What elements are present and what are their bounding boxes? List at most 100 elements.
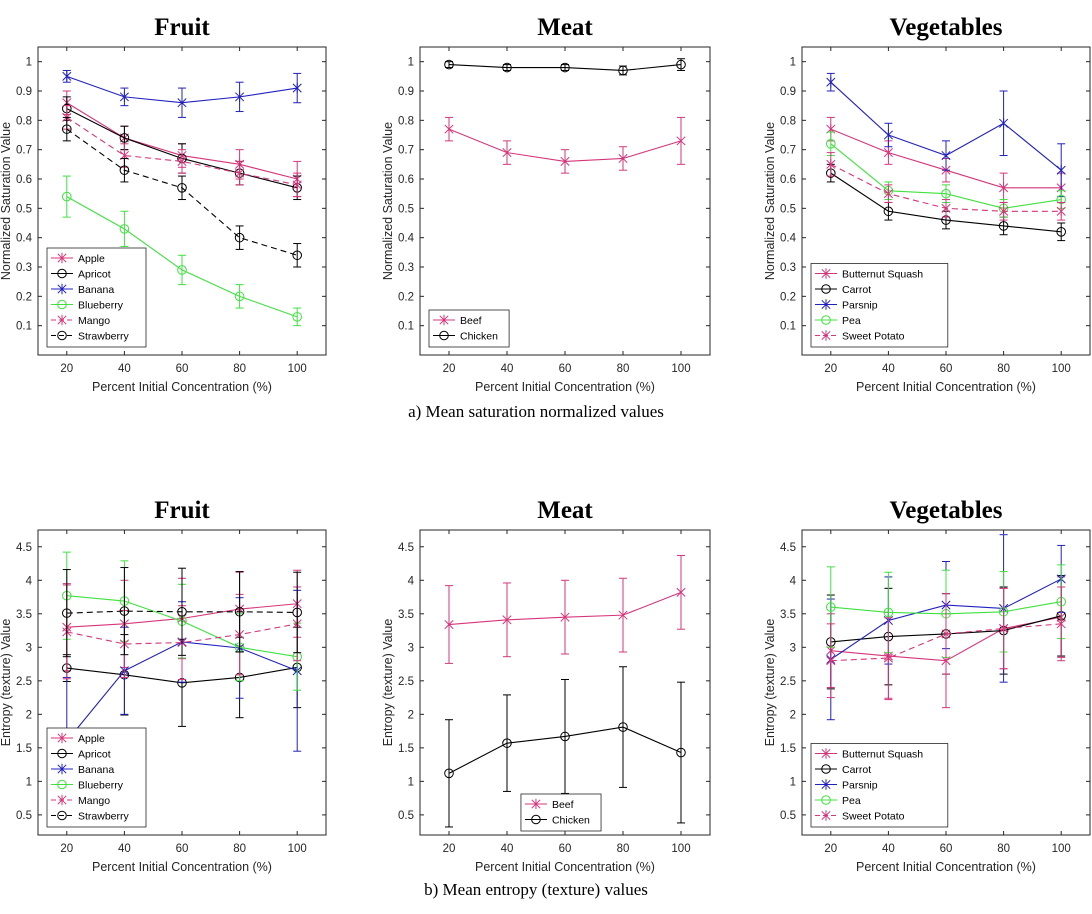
legend-entry: Pea [815, 795, 861, 807]
legend-marker [57, 299, 67, 310]
y-tick-label: 0.6 [398, 174, 414, 186]
data-point [1056, 206, 1066, 217]
y-tick-label: 1 [790, 57, 796, 69]
legend-entry: Blueberry [51, 780, 124, 792]
x-axis-label: Percent Initial Concentration (%) [92, 380, 272, 394]
legend-entry: Chicken [433, 331, 498, 343]
error-bar [1057, 222, 1066, 242]
error-bar [235, 225, 244, 250]
y-tick-label: 0.4 [16, 233, 33, 245]
legend-entry: Apple [51, 252, 105, 265]
y-tick-label: 0.3 [398, 262, 414, 274]
data-point [941, 150, 951, 161]
series-banana [62, 69, 302, 118]
x-tick-label: 60 [559, 363, 572, 375]
x-tick-label: 60 [176, 843, 189, 855]
y-tick-label: 3 [408, 642, 414, 654]
y-tick-label: 3 [26, 642, 32, 654]
data-point [177, 156, 187, 167]
error-bar [619, 666, 627, 788]
data-point [883, 206, 894, 217]
error-bar [178, 175, 186, 201]
data-point [941, 188, 951, 199]
error-bar [677, 681, 685, 824]
legend-label: Apricot [78, 749, 111, 761]
y-tick-label: 2 [408, 709, 414, 721]
y-tick-label: 2.5 [398, 676, 414, 688]
error-bar [445, 61, 453, 69]
legend-marker [57, 732, 67, 744]
legend-marker [57, 794, 67, 806]
legend-label: Strawberry [78, 331, 130, 343]
data-point [444, 768, 454, 779]
y-tick-label: 4 [790, 575, 797, 587]
y-tick-label: 4.5 [780, 542, 796, 554]
data-point [560, 62, 570, 73]
legend-entry: Beef [433, 314, 482, 327]
y-tick-label: 2.5 [16, 676, 32, 688]
x-tick-label: 20 [824, 363, 837, 375]
error-bar [178, 567, 186, 656]
legend-box [810, 263, 949, 348]
data-point [502, 738, 512, 748]
data-point [676, 747, 686, 758]
data-point [999, 623, 1009, 634]
x-axis-label: Percent Initial Concentration (%) [856, 380, 1036, 394]
x-tick-label: 20 [824, 843, 837, 855]
legend-marker [439, 314, 449, 326]
legend-marker [57, 268, 67, 279]
y-tick-label: 1.5 [16, 743, 32, 755]
legend-label: Sweet Potato [842, 331, 905, 343]
chart-panel-5: Meat 20 40 60 80 100 0.5 1 1.5 2 2.5 3 3.5 4 4.5 Percen… [381, 497, 711, 874]
legend-marker [57, 252, 67, 264]
plot-area [419, 46, 711, 356]
data-point [826, 602, 836, 612]
legend-label: Strawberry [78, 811, 130, 823]
y-tick-label: 0.2 [398, 291, 414, 303]
y-tick-label: 0.2 [16, 291, 32, 303]
y-tick-label: 1 [408, 57, 414, 69]
legend: Butternut Squash Carrot Parsnip Pea Sweet Po… [810, 743, 949, 828]
legend-marker [57, 810, 67, 821]
y-tick-label: 0.6 [780, 174, 796, 186]
y-tick-label: 0.5 [398, 203, 414, 215]
data-point [999, 206, 1009, 217]
chart-title: Fruit [154, 497, 210, 524]
data-point [560, 156, 570, 167]
data-point [998, 221, 1009, 231]
error-bar [293, 571, 302, 654]
legend-marker [57, 314, 67, 326]
data-point [234, 291, 245, 302]
x-axis-label: Percent Initial Concentration (%) [475, 860, 655, 874]
legend-entry: Beef [524, 798, 574, 811]
data-point [826, 159, 836, 170]
legend-marker [57, 763, 67, 775]
chart-panel-4: Fruit 20 40 60 80 100 0.5 1 1.5 2 2.5 3 3.5 4 4.5 Perce… [0, 497, 327, 874]
y-tick-label: 2 [790, 709, 796, 721]
legend: Beef Chicken [520, 793, 602, 832]
data-point [676, 59, 686, 70]
y-tick-label: 0.5 [16, 203, 32, 215]
x-tick-label: 40 [882, 363, 895, 375]
legend-label: Blueberry [78, 780, 124, 792]
error-bar [503, 64, 511, 71]
legend-entry: Carrot [815, 284, 871, 296]
data-point [177, 97, 187, 108]
data-point [883, 147, 893, 158]
y-tick-label: 3 [790, 642, 796, 654]
x-tick-label: 100 [288, 843, 307, 855]
x-tick-label: 100 [1052, 363, 1071, 375]
data-point [618, 609, 628, 621]
x-tick-label: 80 [233, 363, 246, 375]
chart-title: Meat [537, 497, 593, 524]
y-tick-label: 0.9 [780, 86, 796, 98]
y-axis-label: Entropy (texture) Value [381, 619, 395, 747]
legend-entry: Chicken [524, 815, 590, 827]
legend-marker [57, 748, 67, 759]
data-point [292, 82, 302, 94]
data-point [177, 606, 187, 617]
chart-panel-2: Meat 20 40 60 80 100 0.1 0.2 0.3 0.4 0.5 0.6 0.7 0.8 0… [381, 14, 711, 394]
legend-label: Butternut Squash [842, 749, 923, 761]
chart-title: Vegetables [890, 497, 1003, 524]
error-bar [235, 571, 244, 653]
